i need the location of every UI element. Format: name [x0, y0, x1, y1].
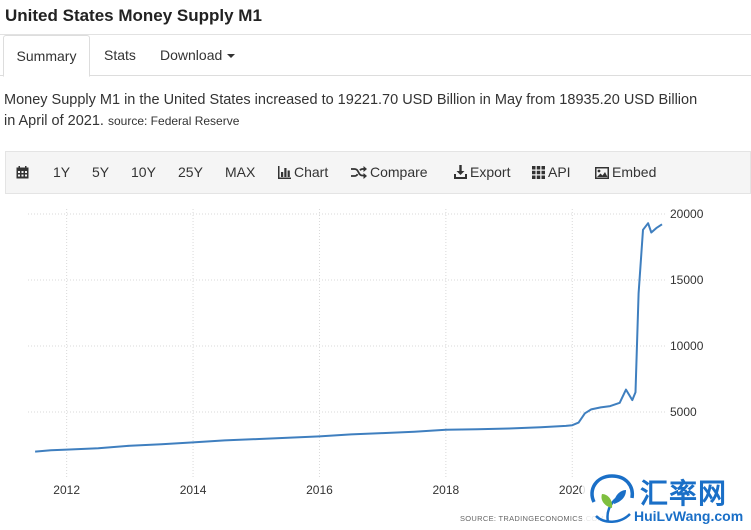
x-tick-label: 2018 [433, 483, 460, 497]
shuffle-icon [351, 166, 367, 179]
export-button[interactable]: Export [454, 152, 510, 193]
chart-button-label: Chart [294, 164, 329, 180]
range-25y-button[interactable]: 25Y [178, 164, 203, 180]
download-icon [454, 165, 467, 179]
x-tick-label: 2012 [53, 483, 80, 497]
y-tick-label: 5000 [670, 405, 697, 419]
bar-chart-icon [278, 166, 291, 179]
tab-bar: Summary Stats Download [0, 35, 751, 77]
chart-toolbar: 1Y 5Y 10Y 25Y MAX Chart Compare Export A… [5, 151, 751, 194]
embed-button-label: Embed [612, 164, 657, 180]
range-1y-button[interactable]: 1Y [53, 164, 71, 180]
compare-button-label: Compare [370, 164, 428, 180]
image-icon [595, 167, 609, 179]
tab-stats[interactable]: Stats [104, 47, 136, 63]
chart-source-note: SOURCE: TRADINGECONOMICS.COM [460, 514, 605, 523]
x-tick-label: 2020 [559, 483, 586, 497]
tab-download[interactable]: Download [160, 35, 236, 76]
series-line [35, 222, 663, 453]
x-tick-label: 2014 [180, 483, 207, 497]
y-tick-label: 15000 [670, 273, 704, 287]
watermark-cn-text: 汇率网 [640, 477, 728, 510]
description-line-1: Money Supply M1 in the United States inc… [4, 92, 698, 108]
range-5y-button[interactable]: 5Y [92, 164, 110, 180]
source-label: source: Federal Reserve [108, 114, 240, 128]
tab-download-label: Download [160, 47, 223, 63]
tab-summary[interactable]: Summary [3, 35, 90, 77]
calendar-icon [16, 166, 29, 179]
export-button-label: Export [470, 164, 511, 180]
description-line-2: in April of 2021. [4, 113, 104, 129]
grid-icon [532, 166, 545, 179]
calendar-button[interactable] [16, 152, 32, 193]
api-button-label: API [548, 164, 571, 180]
title-bar: United States Money Supply M1 [0, 0, 751, 35]
chart-button[interactable]: Chart [278, 152, 328, 193]
compare-button[interactable]: Compare [351, 152, 428, 193]
caret-down-icon [227, 54, 236, 59]
y-tick-label: 20000 [670, 207, 704, 221]
huilvwang-logo [590, 474, 635, 523]
summary-description: Money Supply M1 in the United States inc… [4, 90, 749, 132]
range-10y-button[interactable]: 10Y [131, 164, 156, 180]
y-tick-label: 10000 [670, 339, 704, 353]
watermark-en-text: HuiLvWang.com [634, 508, 744, 524]
watermark: 汇率网 HuiLvWang.com [582, 470, 751, 530]
chart-svg: 5000 10000 15000 20000 2012 2014 2016 2018 2020 [28, 207, 704, 497]
x-tick-label: 2016 [306, 483, 333, 497]
api-button[interactable]: API [532, 152, 571, 193]
m1-chart: 5000 10000 15000 20000 2012 2014 2016 2018 2020 [0, 195, 751, 530]
range-max-button[interactable]: MAX [225, 164, 256, 180]
page-title: United States Money Supply M1 [5, 6, 262, 25]
embed-button[interactable]: Embed [595, 152, 656, 193]
